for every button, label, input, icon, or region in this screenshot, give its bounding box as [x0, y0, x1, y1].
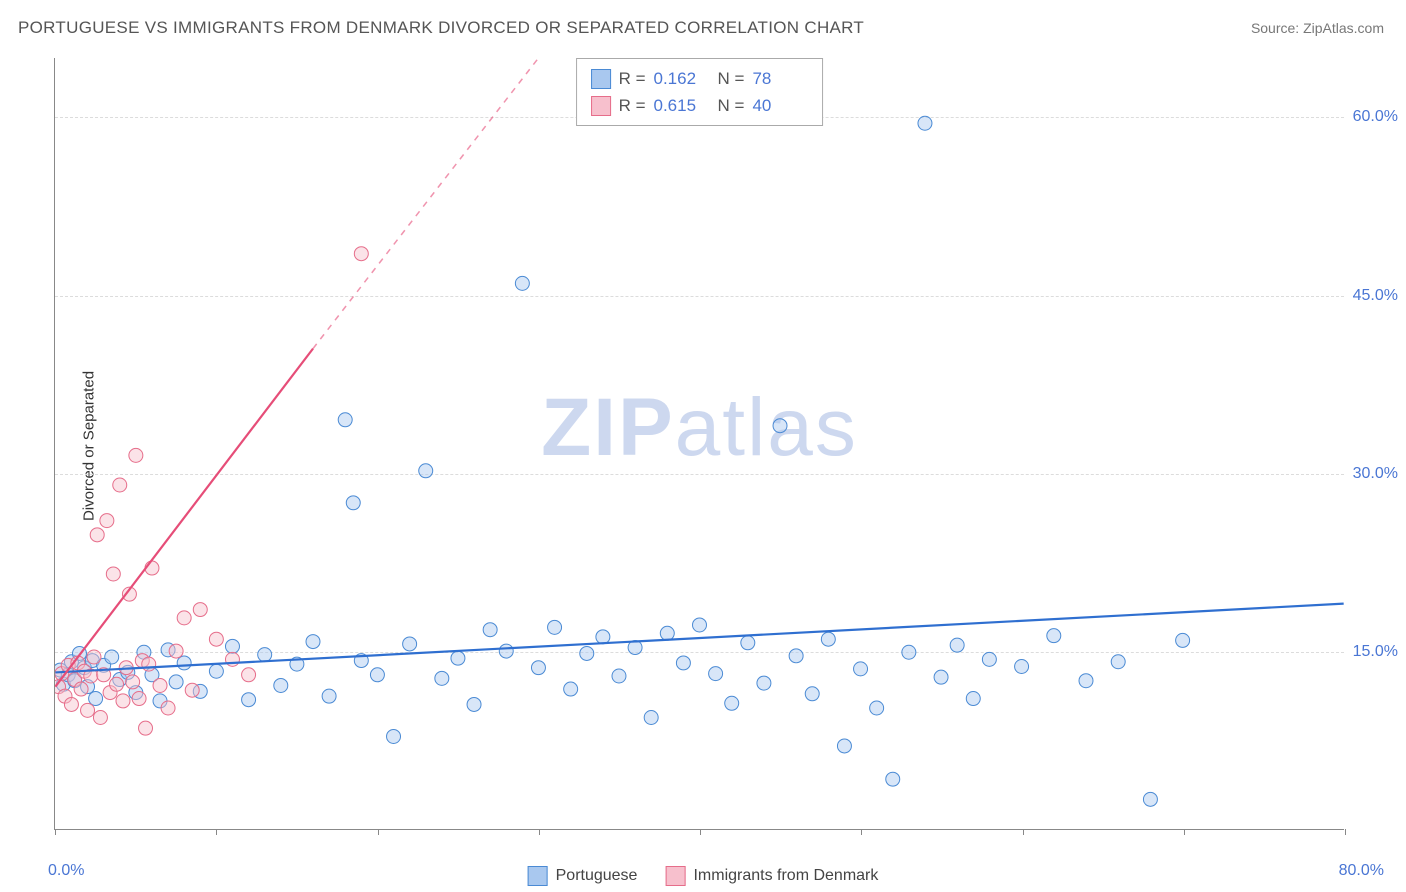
x-tick	[1184, 829, 1185, 835]
y-tick-label: 15.0%	[1353, 643, 1398, 661]
x-tick	[1023, 829, 1024, 835]
stats-box: R = 0.162 N = 78 R = 0.615 N = 40	[576, 58, 824, 126]
swatch-series2-icon	[665, 866, 685, 886]
plot-area: ZIPatlas R = 0.162 N = 78 R = 0.615 N = …	[54, 58, 1344, 830]
stats-row-series1: R = 0.162 N = 78	[591, 65, 809, 92]
y-tick-label: 30.0%	[1353, 465, 1398, 483]
scatter-svg	[55, 58, 1344, 829]
legend-item-series2: Immigrants from Denmark	[665, 866, 878, 886]
x-tick-label-max: 80.0%	[1339, 862, 1384, 880]
swatch-series1-icon	[528, 866, 548, 886]
bottom-legend: Portuguese Immigrants from Denmark	[528, 866, 879, 886]
source-attribution: Source: ZipAtlas.com	[1251, 20, 1384, 36]
x-tick	[861, 829, 862, 835]
x-tick	[55, 829, 56, 835]
swatch-series2	[591, 96, 611, 116]
x-tick	[539, 829, 540, 835]
x-tick-label-min: 0.0%	[48, 862, 84, 880]
stats-row-series2: R = 0.615 N = 40	[591, 92, 809, 119]
x-tick	[216, 829, 217, 835]
legend-item-series1: Portuguese	[528, 866, 638, 886]
x-tick	[700, 829, 701, 835]
y-tick-label: 45.0%	[1353, 287, 1398, 305]
x-tick	[1345, 829, 1346, 835]
chart-title: PORTUGUESE VS IMMIGRANTS FROM DENMARK DI…	[18, 18, 864, 38]
y-tick-label: 60.0%	[1353, 108, 1398, 126]
swatch-series1	[591, 69, 611, 89]
x-tick	[378, 829, 379, 835]
